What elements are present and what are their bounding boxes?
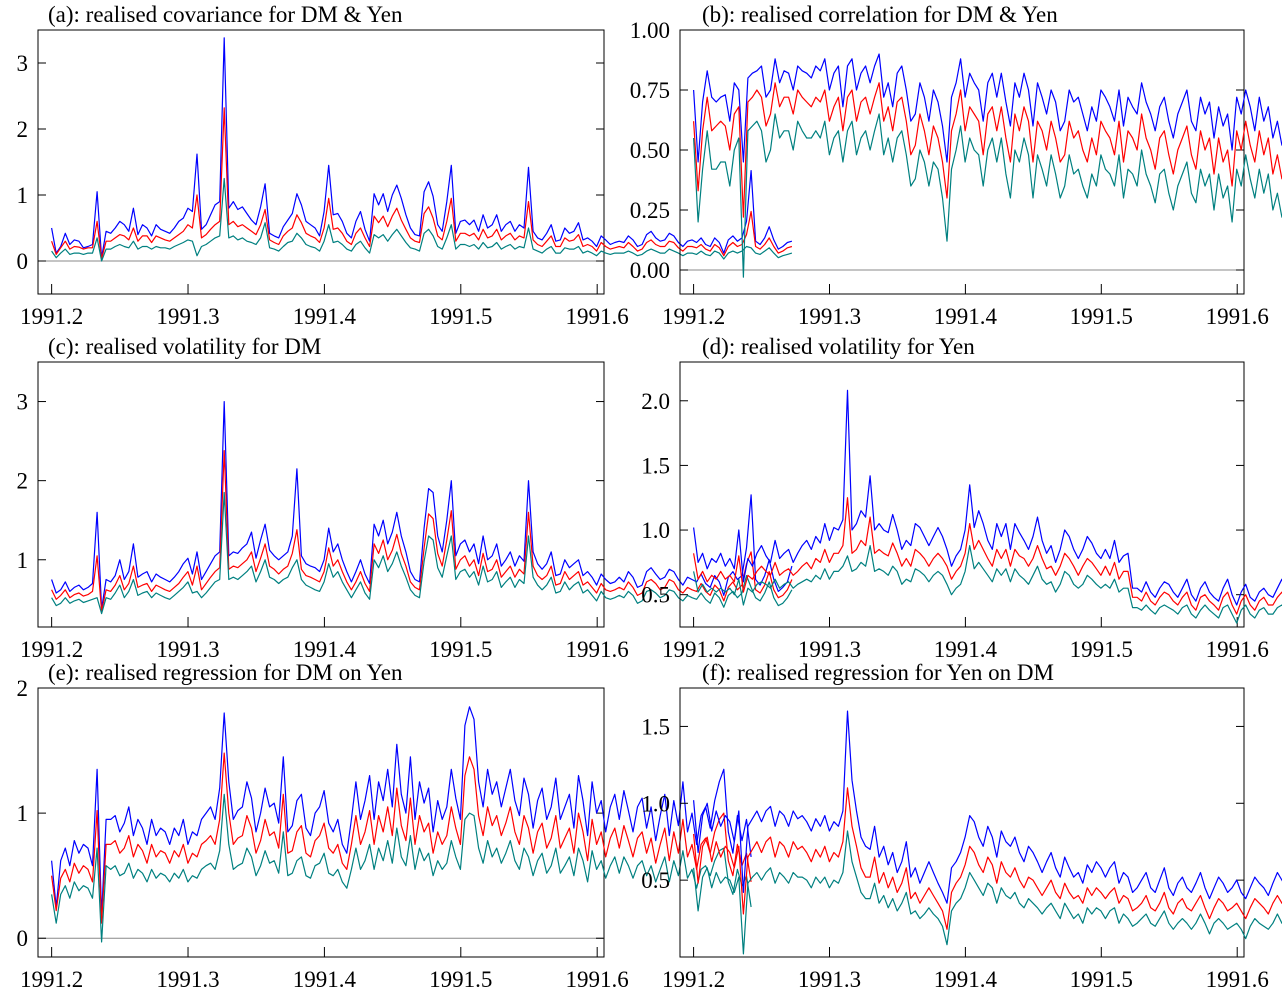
series-line-2 (693, 787, 1282, 930)
y-tick-label: 0.5 (641, 583, 670, 608)
plot-frame (37, 361, 605, 628)
chart-title: (a): realised covariance for DM & Yen (48, 2, 403, 27)
x-tick-label: 1991.6 (566, 967, 629, 992)
x-tick-label: 1991.6 (1206, 967, 1269, 992)
x-tick-label: 1991.2 (20, 637, 83, 662)
x-tick-label: 1991.3 (156, 637, 219, 662)
y-tick-label: 0.50 (630, 138, 670, 163)
x-tick-label: 1991.2 (662, 304, 725, 329)
chart-panel-e: (e): realised regression for DM on Yen 0 1… (17, 660, 752, 992)
y-tick-label: 2 (17, 469, 29, 494)
series-line-3 (51, 491, 793, 615)
y-tick-label: 0.5 (641, 868, 670, 893)
x-tick-label: 1991.4 (934, 967, 998, 992)
y-tick-label: 3 (17, 51, 29, 76)
x-tick-label: 1991.3 (798, 967, 861, 992)
x-tick-label: 1991.5 (429, 637, 492, 662)
series-line-2 (51, 107, 793, 260)
chart-panel-b: (b): realised correlation for DM & Yen 0.… (630, 2, 1282, 329)
series-line-2 (693, 497, 1282, 615)
x-tick-label: 1991.3 (156, 304, 219, 329)
series-line-2 (693, 82, 1282, 218)
chart-title: (c): realised volatility for DM (48, 334, 321, 359)
series-line-2 (51, 450, 793, 612)
series-line-3 (693, 830, 1282, 955)
y-tick-label: 3 (17, 390, 29, 415)
y-tick-label: 0 (17, 926, 29, 951)
x-tick-label: 1991.6 (1206, 637, 1269, 662)
x-tick-label: 1991.4 (293, 637, 357, 662)
chart-title: (e): realised regression for DM on Yen (48, 660, 403, 685)
series-line-3 (51, 793, 752, 943)
x-tick-label: 1991.2 (662, 637, 725, 662)
x-tick-label: 1991.6 (566, 637, 629, 662)
x-tick-label: 1991.2 (20, 304, 83, 329)
series-line-3 (693, 544, 1282, 624)
x-tick-label: 1991.4 (293, 967, 357, 992)
x-tick-label: 1991.2 (662, 967, 725, 992)
x-tick-label: 1991.6 (566, 304, 629, 329)
plot-frame (679, 29, 1245, 295)
x-tick-label: 1991.5 (1070, 637, 1133, 662)
x-tick-label: 1991.5 (1070, 304, 1133, 329)
chart-title: (f): realised regression for Yen on DM (702, 660, 1054, 685)
x-tick-label: 1991.5 (429, 967, 492, 992)
x-tick-label: 1991.4 (293, 304, 357, 329)
series-line-1 (51, 706, 752, 917)
series-line-1 (51, 401, 793, 610)
y-tick-label: 1 (17, 183, 29, 208)
chart-panel-f: (f): realised regression for Yen on DM 0.… (641, 660, 1282, 992)
x-tick-label: 1991.3 (156, 967, 219, 992)
series-line-2 (51, 752, 752, 924)
x-tick-label: 1991.5 (1070, 967, 1133, 992)
plot-frame (37, 29, 605, 295)
y-tick-label: 1 (17, 801, 29, 826)
chart-title: (d): realised volatility for Yen (702, 334, 975, 359)
x-tick-label: 1991.5 (429, 304, 492, 329)
chart-panel-c: (c): realised volatility for DM 1 2 3 1991.2… (17, 334, 793, 662)
plot-frame (37, 687, 605, 958)
x-tick-label: 1991.4 (934, 637, 998, 662)
y-tick-label: 0.25 (630, 198, 670, 223)
y-tick-label: 2 (17, 117, 29, 142)
chart-panel-a: (a): realised covariance for DM & Yen 0 1 2… (17, 2, 793, 329)
y-tick-label: 1.5 (641, 453, 670, 478)
y-tick-label: 1 (17, 548, 29, 573)
plot-frame (679, 687, 1245, 958)
x-tick-label: 1991.3 (798, 304, 861, 329)
y-tick-label: 2.0 (641, 389, 670, 414)
y-tick-label: 1.0 (641, 518, 670, 543)
chart-panel-d: (d): realised volatility for Yen 0.5 1.0 1.… (641, 334, 1282, 662)
y-tick-label: 1.5 (641, 714, 670, 739)
y-tick-label: 0 (17, 249, 29, 274)
series-line-1 (693, 53, 1282, 163)
y-tick-label: 1.00 (630, 18, 670, 43)
y-tick-label: 0.00 (630, 258, 670, 283)
y-tick-label: 1.0 (641, 791, 670, 816)
series-line-1 (51, 37, 793, 259)
x-tick-label: 1991.2 (20, 967, 83, 992)
plot-frame (679, 361, 1245, 628)
x-tick-label: 1991.4 (934, 304, 998, 329)
series-line-1 (693, 389, 1282, 606)
y-tick-label: 0.75 (630, 78, 670, 103)
y-tick-label: 2 (17, 676, 29, 701)
x-tick-label: 1991.3 (798, 637, 861, 662)
x-tick-label: 1991.6 (1206, 304, 1269, 329)
chart-title: (b): realised correlation for DM & Yen (702, 2, 1058, 27)
series-line-3 (51, 177, 793, 262)
series-line-3 (693, 113, 1282, 278)
